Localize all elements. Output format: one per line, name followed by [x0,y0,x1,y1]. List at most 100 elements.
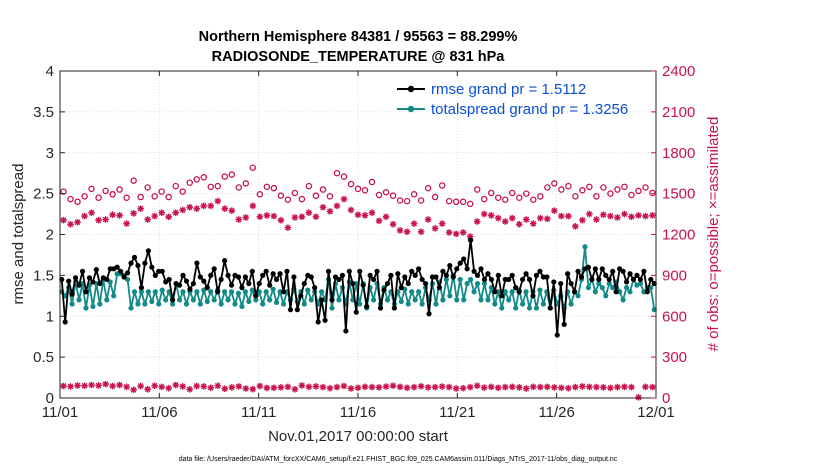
obs-possible-marker [438,182,446,189]
obs-low-marker [537,383,544,391]
rmse-point [627,271,633,277]
obs-possible-marker [410,191,418,198]
obs-possible-marker [305,182,313,190]
totalspread-point [461,297,467,303]
totalspread-point [76,297,82,303]
obs-assimilated-marker [403,228,411,236]
totalspread-point [537,287,543,293]
rmse-point [343,328,349,334]
obs-assimilated-marker [593,216,600,223]
totalspread-point [405,301,411,307]
obs-low-marker [551,384,558,391]
y-left-tick-label: 1 [46,308,54,325]
obs-low-marker [277,384,285,391]
obs-possible-marker [67,195,74,203]
obs-low-marker [249,385,257,393]
obs-possible-marker [459,198,467,206]
totalspread-point [263,289,269,295]
rmse-point [370,276,377,283]
obs-assimilated-marker [165,213,172,221]
rmse-point [350,280,356,287]
obs-possible-marker [249,164,257,171]
rmse-point [256,280,262,287]
obs-possible-marker [452,198,460,206]
rmse-point [450,274,456,280]
totalspread-point [481,280,488,287]
obs-low-marker [207,384,215,392]
obs-assimilated-marker [81,212,88,220]
obs-low-marker [579,383,586,390]
obs-assimilated-marker [473,218,481,225]
obs-possible-marker [375,191,383,199]
obs-assimilated-marker [389,220,397,228]
obs-assimilated-marker [67,220,74,228]
obs-low-marker [614,383,621,391]
obs-assimilated-marker [649,212,656,219]
totalspread-point [159,287,165,293]
obs-possible-marker [340,173,348,180]
obs-assimilated-marker [445,229,453,236]
totalspread-point [308,297,314,303]
obs-assimilated-marker [586,210,593,218]
obs-possible-marker [333,169,341,177]
obs-low-marker [109,382,116,390]
totalspread-point [208,289,214,295]
rmse-point [339,272,346,278]
y-right-tick-label: 0 [662,390,670,407]
rmse-point [284,268,290,274]
totalspread-point [197,301,203,307]
obs-possible-marker [263,183,271,191]
obs-assimilated-marker [487,212,495,219]
obs-assimilated-marker [431,225,439,232]
obs-possible-marker [480,195,488,203]
totalspread-point [225,297,231,303]
obs-low-marker [102,380,109,388]
legend-rmse-marker [407,85,415,93]
obs-assimilated-marker [179,206,187,214]
rmse-point [201,278,207,284]
rmse-point [623,279,630,285]
obs-low-marker [607,384,614,392]
obs-assimilated-marker [333,202,341,210]
rmse-point [149,264,155,270]
obs-low-marker [193,382,201,390]
rmse-point [571,289,578,295]
totalspread-point [471,289,477,295]
obs-possible-marker [151,193,158,200]
rmse-point [194,260,200,266]
obs-assimilated-marker [291,214,299,221]
totalspread-point [592,289,598,295]
rmse-point [554,332,560,338]
obs-assimilated-marker [144,216,151,223]
obs-assimilated-marker [361,212,369,219]
x-axis-label: Nov.01,2017 00:00:00 start [268,428,449,445]
totalspread-point [176,297,183,303]
rmse-point [568,280,574,287]
y-right-tick-label: 900 [662,267,687,284]
y-left-tick-label: 3 [46,145,54,162]
legend-spread-label: totalspread grand pr = 1.3256 [431,101,628,118]
rmse-point [367,272,373,278]
totalspread-point [523,289,529,295]
rmse-point [603,272,609,278]
obs-low-marker [558,384,565,392]
obs-assimilated-marker [326,208,334,215]
totalspread-point [464,280,470,287]
obs-assimilated-marker [221,205,229,212]
obs-assimilated-marker [277,216,285,224]
rmse-point [312,285,318,291]
rmse-point [246,280,252,287]
x-tick-label: 11/01 [42,404,78,421]
obs-low-marker [235,383,243,390]
legend-rmse-label: rmse grand pr = 1.5112 [431,81,586,98]
obs-assimilated-marker [88,209,95,216]
totalspread-point [416,289,422,295]
totalspread-point [610,285,616,291]
obs-possible-marker [158,188,165,195]
obs-assimilated-marker [508,214,516,222]
rmse-point [422,280,429,287]
totalspread-point [370,297,377,303]
obs-assimilated-marker [459,229,467,236]
y-left-tick-label: 2.5 [33,186,54,203]
totalspread-point [568,301,574,307]
